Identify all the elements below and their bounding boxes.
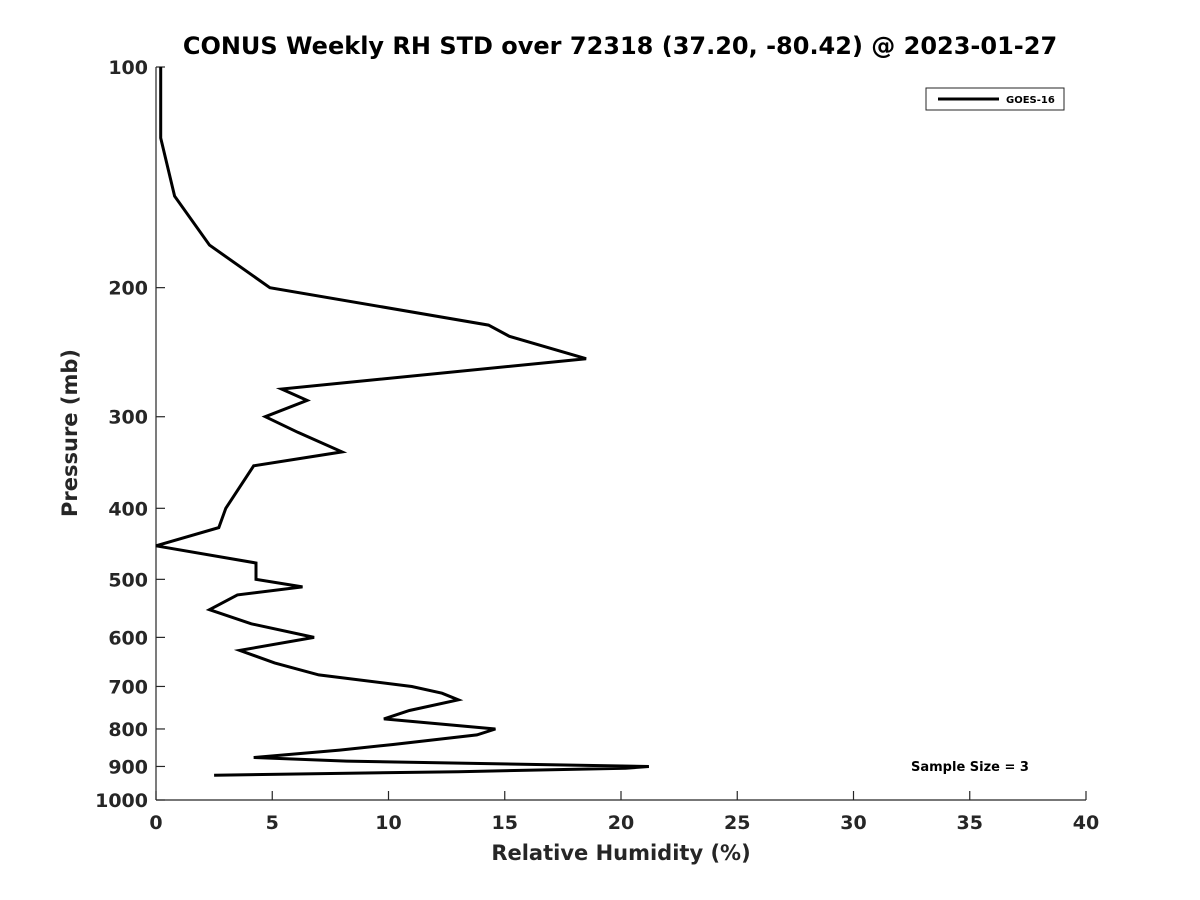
x-tick-label: 10 bbox=[375, 812, 401, 834]
x-axis-label: Relative Humidity (%) bbox=[491, 841, 750, 865]
y-tick-label: 700 bbox=[108, 676, 148, 698]
sample-size-annotation: Sample Size = 3 bbox=[911, 760, 1029, 775]
x-tick-label: 5 bbox=[266, 812, 279, 834]
x-tick-label: 30 bbox=[840, 812, 866, 834]
y-tick-label: 400 bbox=[108, 498, 148, 520]
y-tick-label: 500 bbox=[108, 569, 148, 591]
x-tick-label: 15 bbox=[492, 812, 518, 834]
y-axis-label: Pressure (mb) bbox=[58, 349, 82, 517]
y-tick-label: 900 bbox=[108, 756, 148, 778]
x-tick-label: 0 bbox=[149, 812, 162, 834]
x-axis-ticks: 0 5 10 15 20 25 30 35 40 bbox=[149, 791, 1099, 834]
y-tick-label: 600 bbox=[108, 627, 148, 649]
chart-title: CONUS Weekly RH STD over 72318 (37.20, -… bbox=[183, 32, 1057, 60]
y-tick-label: 1000 bbox=[95, 790, 148, 812]
series-layer bbox=[155, 67, 650, 777]
y-tick-label: 800 bbox=[108, 719, 148, 741]
x-tick-label: 35 bbox=[957, 812, 983, 834]
series-line-goes-16 bbox=[155, 67, 650, 777]
legend: GOES-16 bbox=[925, 87, 1065, 111]
y-tick-label: 100 bbox=[108, 57, 148, 79]
legend-label-goes-16: GOES-16 bbox=[1006, 95, 1055, 106]
y-tick-label: 200 bbox=[108, 278, 148, 300]
y-tick-label: 300 bbox=[108, 407, 148, 429]
x-tick-label: 20 bbox=[608, 812, 634, 834]
y-axis-ticks: 100 200 300 400 500 600 700 800 900 1000 bbox=[95, 57, 165, 812]
x-tick-label: 25 bbox=[724, 812, 750, 834]
x-tick-label: 40 bbox=[1073, 812, 1099, 834]
